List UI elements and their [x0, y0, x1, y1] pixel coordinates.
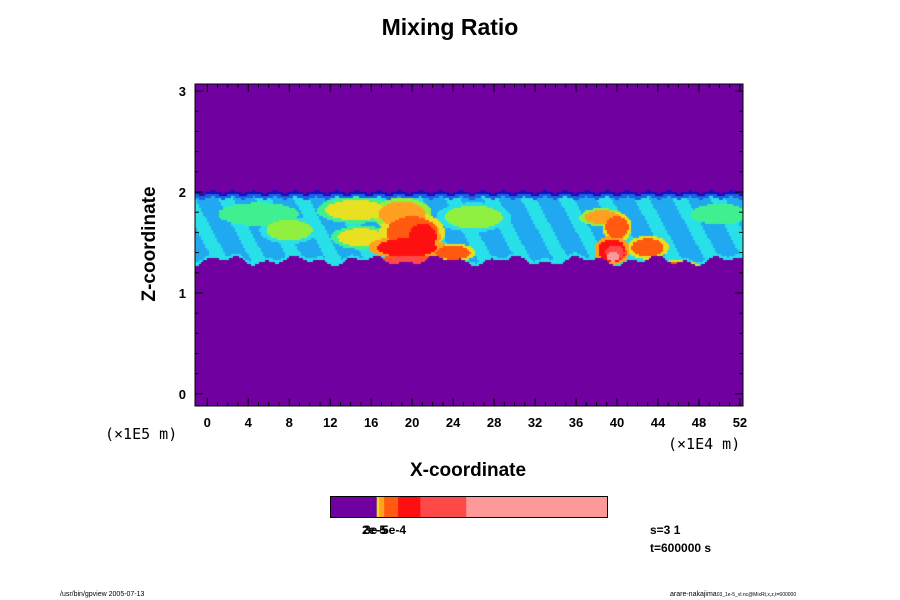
y-tick-label: 1	[179, 286, 186, 301]
x-tick-label: 40	[610, 415, 624, 430]
colorbar-label-2: 3e-5	[364, 523, 389, 537]
x-tick-label: 16	[364, 415, 378, 430]
x-tick-label: 24	[446, 415, 461, 430]
colorbar-segment	[379, 496, 385, 518]
x-tick-label: 28	[487, 415, 501, 430]
heatmap-plot-area	[195, 84, 743, 406]
colorbar-segment	[330, 496, 378, 518]
x-tick-label: 36	[569, 415, 583, 430]
x-tick-label: 20	[405, 415, 419, 430]
y-tick-label: 3	[179, 84, 186, 99]
x-tick-label: 8	[286, 415, 293, 430]
y-tick-label: 2	[179, 185, 186, 200]
x-tick-label: 12	[323, 415, 337, 430]
colorbar	[330, 496, 608, 518]
x-axis-unit: (×1E4 m)	[668, 435, 741, 453]
colorbar-segment	[466, 496, 608, 518]
plot-frame	[194, 83, 744, 407]
colorbar-segment	[420, 496, 467, 518]
y-axis-unit: (×1E5 m)	[105, 425, 178, 443]
chart-title: Mixing Ratio	[381, 14, 519, 40]
x-tick-label: 4	[245, 415, 253, 430]
x-axis-title: X-coordinate	[409, 460, 527, 481]
footer-right: arare-nakajima03_1e-5_vl.nc@MixRt,x,z,t=…	[670, 591, 796, 598]
x-tick-label: 48	[692, 415, 706, 430]
series-annotation: s=3 1	[650, 523, 681, 537]
colorbar-label-3: 5e-4	[382, 523, 407, 537]
y-tick-label: 0	[179, 387, 186, 402]
colorbar-segment	[384, 496, 399, 518]
colorbar-segment	[398, 496, 421, 518]
footer-right-main: arare-nakajima	[670, 591, 717, 598]
colorbar-frame	[330, 496, 608, 518]
x-tick-label: 32	[528, 415, 542, 430]
x-tick-label: 0	[204, 415, 211, 430]
time-annotation: t=600000 s	[650, 541, 712, 555]
colorbar-segment	[376, 496, 380, 518]
x-tick-label: 52	[733, 415, 747, 430]
footer-right-small: 03_1e-5_vl.nc@MixRt,x,z,t=600000	[716, 592, 797, 598]
x-tick-label: 44	[651, 415, 666, 430]
colorbar-label-1: 2e-5	[362, 523, 387, 537]
footer-left: /usr/bin/gpview 2005-07-13	[60, 591, 145, 598]
